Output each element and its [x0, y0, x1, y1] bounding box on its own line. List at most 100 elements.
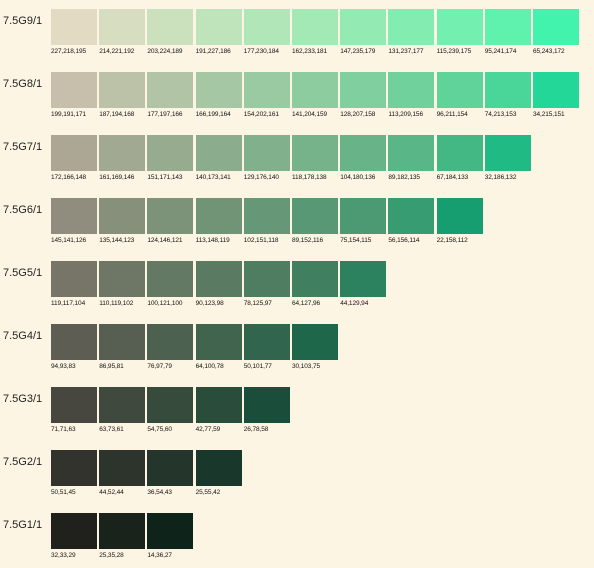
rgb-value-label: 172,166,148: [51, 174, 87, 181]
rgb-value-label: 94,93,83: [51, 363, 76, 370]
color-swatch: [340, 72, 387, 108]
rgb-value-label: 166,199,164: [195, 111, 231, 118]
color-swatch: [243, 9, 290, 45]
color-swatch: [292, 198, 338, 234]
row-label: 7.5G6/1: [3, 204, 43, 216]
color-swatch: [195, 261, 242, 297]
color-swatch: [484, 9, 531, 45]
rgb-value-label: 32,33,29: [51, 552, 76, 559]
rgb-value-label: 14,36,27: [147, 552, 172, 559]
rgb-value-label: 50,51,45: [51, 489, 76, 496]
rgb-value-label: 119,117,104: [51, 300, 86, 307]
row-label: 7.5G9/1: [3, 15, 43, 27]
color-swatch: [147, 513, 194, 549]
color-swatch: [51, 135, 97, 171]
color-swatch: [292, 135, 338, 171]
rgb-value-label: 44,129,94: [340, 300, 369, 307]
color-swatch: [147, 72, 194, 108]
row-label: 7.5G2/1: [3, 456, 43, 468]
color-swatch: [436, 198, 483, 234]
rgb-value-label: 199,191,171: [51, 111, 87, 118]
rgb-value-label: 63,73,61: [99, 426, 124, 433]
rgb-value-label: 154,202,161: [243, 111, 279, 118]
color-swatch: [388, 198, 435, 234]
color-swatch: [147, 324, 194, 360]
color-swatch: [340, 9, 387, 45]
row-label: 7.5G8/1: [3, 78, 43, 90]
row-label: 7.5G3/1: [3, 393, 43, 405]
rgb-value-label: 71,71,63: [51, 426, 76, 433]
color-swatch: [195, 198, 242, 234]
rgb-value-label: 75,154,115: [340, 237, 372, 244]
rgb-value-label: 203,224,189: [147, 48, 183, 55]
color-swatch: [243, 261, 290, 297]
color-swatch: [243, 135, 290, 171]
color-swatch: [147, 9, 194, 45]
rgb-value-label: 227,218,195: [51, 48, 87, 55]
rgb-value-label: 30,103,75: [292, 363, 321, 370]
color-swatch: [51, 387, 97, 423]
rgb-value-label: 64,100,78: [195, 363, 224, 370]
rgb-value-label: 89,182,135: [388, 174, 420, 181]
rgb-value-label: 141,204,159: [292, 111, 328, 118]
color-swatch: [243, 324, 290, 360]
color-swatch: [388, 135, 435, 171]
color-swatch: [484, 135, 531, 171]
rgb-value-label: 100,121,100: [147, 300, 183, 307]
rgb-value-label: 90,123,98: [195, 300, 224, 307]
color-swatch: [388, 72, 435, 108]
rgb-value-label: 25,35,28: [99, 552, 124, 559]
rgb-value-label: 50,101,77: [243, 363, 272, 370]
color-swatch: [99, 72, 146, 108]
rgb-value-label: 34,215,151: [533, 111, 565, 118]
color-swatch: [436, 9, 483, 45]
rgb-value-label: 162,233,181: [292, 48, 328, 55]
color-swatch: [388, 9, 435, 45]
rgb-value-label: 214,221,192: [99, 48, 135, 55]
color-swatch: [195, 135, 242, 171]
rgb-value-label: 74,213,153: [484, 111, 517, 118]
color-swatch: [51, 261, 97, 297]
rgb-value-label: 145,141,126: [51, 237, 87, 244]
color-swatch: [243, 198, 290, 234]
color-swatch: [243, 72, 290, 108]
color-swatch: [147, 387, 194, 423]
color-swatch: [533, 9, 579, 45]
color-swatch: [99, 387, 146, 423]
color-swatch: [51, 9, 97, 45]
rgb-value-label: 22,158,112: [436, 237, 468, 244]
rgb-value-label: 102,151,118: [243, 237, 279, 244]
color-swatch: [51, 324, 97, 360]
color-swatch: [195, 450, 242, 486]
color-swatch: [147, 261, 194, 297]
rgb-value-label: 124,146,121: [147, 237, 183, 244]
color-swatch: [340, 135, 387, 171]
color-swatch: [195, 72, 242, 108]
rgb-value-label: 26,78,58: [243, 426, 269, 433]
color-swatch: [340, 261, 387, 297]
rgb-value-label: 32,186,132: [484, 174, 517, 181]
rgb-value-label: 78,125,97: [243, 300, 272, 307]
row-label: 7.5G5/1: [3, 267, 43, 279]
rgb-value-label: 177,197,166: [147, 111, 183, 118]
color-swatch: [99, 135, 146, 171]
color-swatch: [99, 513, 146, 549]
rgb-value-label: 147,235,179: [340, 48, 376, 55]
color-swatch: [99, 9, 146, 45]
color-swatch: [51, 513, 97, 549]
rgb-value-label: 67,184,133: [436, 174, 469, 181]
rgb-value-label: 104,180,136: [340, 174, 376, 181]
rgb-value-label: 36,54,43: [147, 489, 172, 496]
color-swatch: [292, 9, 338, 45]
color-swatch: [147, 450, 194, 486]
rgb-value-label: 110,119,102: [99, 300, 134, 307]
rgb-value-label: 129,176,140: [243, 174, 279, 181]
rgb-value-label: 118,178,138: [292, 174, 327, 181]
rgb-value-label: 128,207,158: [340, 111, 376, 118]
color-swatch: [99, 261, 146, 297]
row-label: 7.5G4/1: [3, 330, 43, 342]
rgb-value-label: 65,243,172: [533, 48, 565, 55]
color-swatch: [292, 324, 338, 360]
color-swatch: [533, 72, 579, 108]
